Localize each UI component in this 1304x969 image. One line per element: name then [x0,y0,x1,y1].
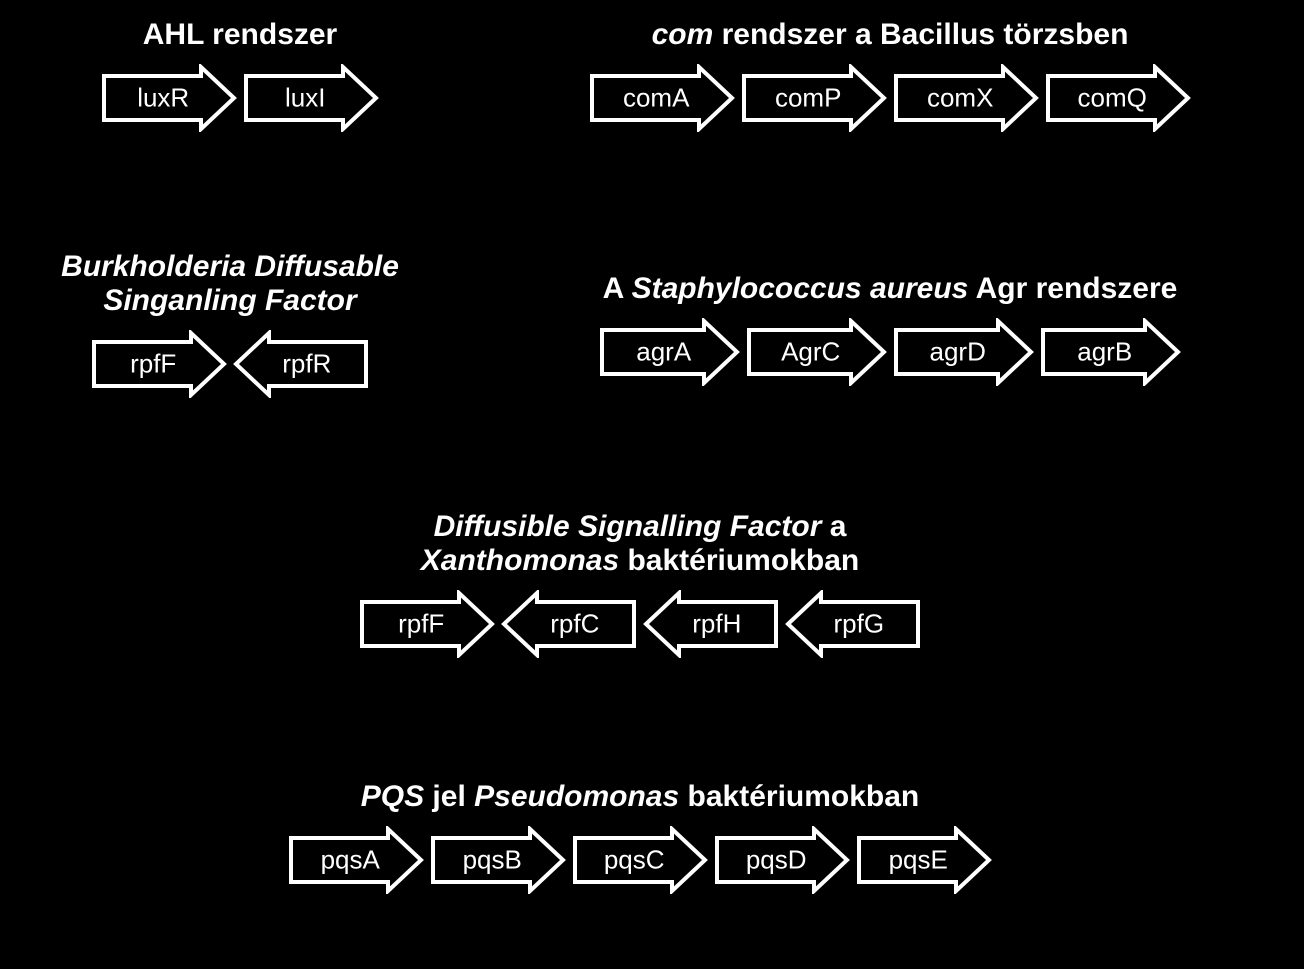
gene-arrow-pqsd: pqsD [714,826,850,894]
gene-arrow-luxr: luxR [101,64,237,132]
gene-arrow-row: rpfF rpfC rpfH rpfG [260,590,1020,658]
gene-arrow-pqsa: pqsA [288,826,424,894]
title-segment: baktériumokban [619,544,859,577]
title-segment: PQS [361,780,424,813]
title-segment: Diffusible Signalling Factor [434,510,822,543]
gene-label: rpfF [359,609,495,640]
title-segment: Xanthomonas [421,544,619,577]
gene-label: rpfG [785,609,921,640]
title-segment: rendszer a Bacillus törzsben [713,18,1128,51]
gene-label: rpfF [91,349,227,380]
gene-label: rpfH [643,609,779,640]
gene-arrow-rpff: rpfF [91,330,227,398]
section-bdsf: Burkholderia DiffusableSinganling Factor… [30,250,430,398]
title-segment: jel [424,780,474,813]
gene-label: rpfC [501,609,637,640]
section-agr: A Staphylococcus aureus Agr rendszere ag… [500,272,1280,386]
gene-arrow-rpfr: rpfR [233,330,369,398]
gene-arrow-comq: comQ [1045,64,1191,132]
section-title: AHL rendszer [60,18,420,52]
section-title: Burkholderia DiffusableSinganling Factor [30,250,430,318]
title-segment: A [603,272,632,305]
gene-arrow-rpfc: rpfC [501,590,637,658]
gene-label: agrA [599,337,740,368]
title-segment: com [652,18,714,51]
title-segment: a [821,510,846,543]
gene-arrow-row: comA comP comX comQ [520,64,1260,132]
gene-arrow-row: agrA AgrC agrD agrB [500,318,1280,386]
gene-arrow-coma: comA [589,64,735,132]
gene-arrow-pqsc: pqsC [572,826,708,894]
gene-arrow-pqsb: pqsB [430,826,566,894]
title-segment: AHL rendszer [143,18,338,51]
gene-arrow-rpfg: rpfG [785,590,921,658]
gene-label: pqsC [572,845,708,876]
gene-arrow-agrd: agrD [893,318,1034,386]
gene-label: luxI [243,83,379,114]
gene-label: agrB [1040,337,1181,368]
gene-label: comP [741,83,887,114]
gene-label: pqsA [288,845,424,876]
gene-label: comX [893,83,1039,114]
title-segment: Agr rendszere [968,272,1177,305]
section-title: A Staphylococcus aureus Agr rendszere [500,272,1280,306]
section-pqs: PQS jel Pseudomonas baktériumokban pqsA … [200,780,1080,894]
gene-arrow-comx: comX [893,64,1039,132]
gene-arrow-row: rpfF rpfR [30,330,430,398]
gene-label: agrD [893,337,1034,368]
gene-arrow-rpfh: rpfH [643,590,779,658]
gene-label: pqsB [430,845,566,876]
gene-label: rpfR [233,349,369,380]
gene-arrow-agra: agrA [599,318,740,386]
gene-arrow-agrc: AgrC [746,318,887,386]
gene-label: pqsD [714,845,850,876]
gene-label: comA [589,83,735,114]
gene-arrow-rpff: rpfF [359,590,495,658]
section-title: PQS jel Pseudomonas baktériumokban [200,780,1080,814]
gene-label: comQ [1045,83,1191,114]
gene-label: AgrC [746,337,887,368]
title-segment: Staphylococcus aureus [632,272,969,305]
section-dsf: Diffusible Signalling Factor a Xanthomon… [260,510,1020,658]
gene-label: luxR [101,83,237,114]
section-title: com rendszer a Bacillus törzsben [520,18,1260,52]
title-line: Singanling Factor [103,284,356,317]
gene-arrow-row: pqsA pqsB pqsC pqsD pqsE [200,826,1080,894]
gene-label: pqsE [856,845,992,876]
title-line: Burkholderia Diffusable [61,250,399,283]
gene-arrow-row: luxR luxI [60,64,420,132]
section-title: Diffusible Signalling Factor a Xanthomon… [260,510,1020,578]
section-com: com rendszer a Bacillus törzsben comA co… [520,18,1260,132]
section-ahl: AHL rendszer luxR luxI [60,18,420,132]
gene-arrow-agrb: agrB [1040,318,1181,386]
title-segment: Pseudomonas [474,780,679,813]
title-segment: baktériumokban [679,780,919,813]
gene-arrow-luxi: luxI [243,64,379,132]
gene-arrow-comp: comP [741,64,887,132]
gene-arrow-pqse: pqsE [856,826,992,894]
